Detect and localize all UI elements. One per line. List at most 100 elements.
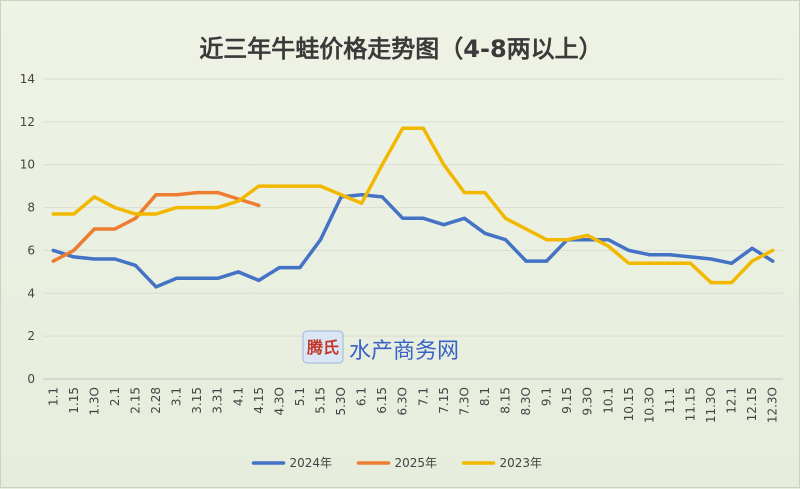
y-tick-label: 10 [20, 158, 35, 172]
data-point [175, 276, 179, 280]
x-tick-label: 7.1 [416, 387, 430, 406]
data-point [133, 212, 138, 216]
x-tick-label: 3.15 [190, 387, 204, 414]
data-point [72, 248, 76, 253]
watermark-logo-text: 腾氏 [307, 338, 339, 357]
y-tick-label: 12 [20, 115, 35, 129]
x-tick-label: 2.28 [149, 387, 163, 414]
data-point [750, 246, 754, 250]
x-tick-label: 10.3O [642, 387, 656, 423]
data-point [771, 259, 775, 263]
data-point [298, 184, 302, 188]
legend-item: 2024年 [251, 456, 333, 470]
data-point [462, 190, 466, 195]
data-point [565, 238, 569, 242]
data-point [318, 238, 323, 242]
data-point [730, 261, 734, 265]
data-point [51, 248, 55, 253]
x-tick-label: 4.15 [252, 387, 266, 414]
data-point [668, 261, 672, 265]
data-point [586, 233, 590, 238]
series-lines [51, 126, 775, 289]
x-tick-label: 4.3O [272, 387, 286, 416]
data-point [771, 248, 775, 253]
x-tick-label: 10.15 [622, 387, 636, 421]
x-tick-label: 11.1 [663, 387, 677, 414]
data-point [483, 231, 487, 235]
data-point [606, 238, 610, 242]
data-point [51, 212, 55, 216]
data-point [360, 201, 364, 205]
x-tick-label: 7.3O [457, 387, 471, 416]
x-tick-label: 8.3O [519, 387, 533, 416]
data-point [257, 278, 261, 283]
data-point [216, 190, 220, 195]
x-tick-label: 3.31 [211, 387, 225, 414]
y-tick-label: 2 [27, 329, 35, 343]
data-point [709, 280, 713, 285]
series-line [51, 192, 775, 289]
series-line [51, 126, 775, 285]
x-tick-label: 1.1 [46, 387, 60, 406]
x-tick-label: 12.1 [725, 387, 739, 414]
series-group [51, 126, 775, 285]
data-point [709, 257, 713, 261]
data-point [627, 248, 631, 253]
data-point [421, 126, 425, 130]
x-tick-label: 9.15 [560, 387, 574, 414]
data-point [688, 261, 693, 265]
x-tick-label: 5.3O [334, 387, 348, 416]
watermark: 腾氏 水产商务网 [302, 330, 459, 364]
data-point [133, 263, 138, 268]
data-point [236, 199, 240, 203]
legend-item: 2025年 [356, 456, 437, 470]
data-point [236, 270, 240, 274]
data-point [51, 259, 55, 263]
data-point [688, 255, 693, 259]
x-tick-label: 1.15 [67, 387, 81, 414]
data-point [92, 227, 96, 231]
data-point [606, 244, 610, 248]
x-tick-label: 2.1 [108, 387, 122, 406]
data-point [503, 238, 508, 242]
x-tick-label: 4.1 [231, 387, 245, 406]
data-point [195, 276, 199, 280]
y-tick-label: 0 [27, 372, 35, 386]
data-point [647, 253, 651, 257]
data-point [442, 163, 446, 167]
grid-lines [43, 78, 783, 380]
data-point [318, 184, 323, 188]
data-point [72, 255, 76, 259]
data-point [257, 203, 261, 208]
data-point [524, 259, 528, 263]
data-point [401, 126, 405, 130]
x-tick-label: 8.15 [499, 387, 513, 414]
data-point [401, 216, 405, 220]
x-tick-label: 12.3O [766, 387, 780, 423]
data-point [92, 195, 96, 199]
data-point [92, 257, 96, 261]
y-tick-label: 14 [20, 72, 35, 86]
x-tick-label: 5.15 [314, 387, 328, 414]
data-point [195, 205, 199, 210]
data-point [216, 205, 220, 210]
data-point [545, 238, 549, 242]
data-point [627, 261, 631, 265]
x-tick-label: 2.15 [129, 387, 143, 414]
x-tick-label: 5.1 [293, 387, 307, 406]
data-point [175, 205, 179, 210]
x-tick-label: 11.15 [684, 387, 698, 421]
data-point [380, 163, 384, 167]
x-tick-label: 12.15 [745, 387, 759, 421]
x-tick-label: 11.3O [704, 387, 718, 423]
data-point [483, 190, 487, 195]
data-point [503, 216, 508, 220]
data-point [586, 238, 590, 242]
series-group [51, 190, 261, 263]
x-tick-label: 6.3O [396, 387, 410, 416]
data-point [750, 259, 754, 263]
watermark-logo-icon [302, 330, 344, 364]
data-point [524, 227, 528, 231]
data-point [462, 216, 466, 220]
legend-label: 2024年 [290, 456, 333, 470]
